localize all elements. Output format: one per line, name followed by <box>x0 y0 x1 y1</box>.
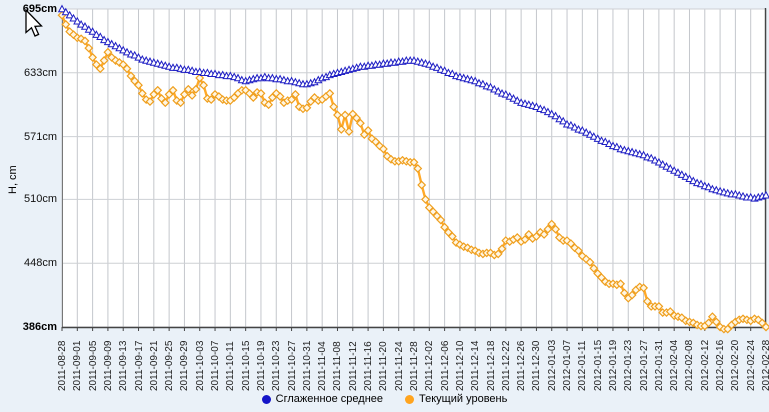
x-axis-tick-label: 2011-09-21 <box>148 340 160 391</box>
legend: Сглаженное среднее Текущий уровень <box>0 393 769 405</box>
x-axis-tick-label: 2012-01-23 <box>623 339 635 391</box>
x-axis-tick-label: 2012-01-27 <box>638 339 650 391</box>
legend-item-smoothed-average: Сглаженное среднее <box>261 393 384 405</box>
y-axis-title: H, cm <box>7 165 19 194</box>
x-axis-tick-label: 2012-02-20 <box>730 339 742 391</box>
x-axis-tick-label: 2011-11-08 <box>332 341 344 391</box>
x-axis-tick-label: 2011-11-28 <box>409 341 420 391</box>
y-axis-tick-label: 695cm <box>22 3 57 15</box>
mouse-cursor-icon <box>25 9 43 37</box>
x-axis-tick-label: 2011-09-29 <box>179 340 191 391</box>
x-axis-tick-label: 2011-11-24 <box>393 341 405 391</box>
x-axis-tick-label: 2011-10-23 <box>271 340 283 391</box>
x-axis-tick-label: 2011-12-26 <box>516 340 528 391</box>
x-axis-tick-label: 2012-02-24 <box>745 339 757 391</box>
x-axis-tick-label: 2012-01-19 <box>607 339 619 391</box>
x-axis-tick-label: 2011-09-13 <box>118 340 130 391</box>
x-axis-tick-label: 2011-10-07 <box>210 340 222 391</box>
x-axis-tick-label: 2012-01-31 <box>653 339 665 391</box>
x-axis-tick-label: 2011-09-05 <box>87 340 99 391</box>
chart-plot-area <box>57 4 769 334</box>
x-axis-tick-label: 2011-10-11 <box>225 341 237 391</box>
legend-label-smoothed-average: Сглаженное среднее <box>275 393 384 405</box>
x-axis-tick-label: 2012-01-11 <box>577 340 589 391</box>
legend-item-current-level: Текущий уровень <box>405 393 507 405</box>
x-axis-tick-label: 2011-11-04 <box>317 341 329 391</box>
x-axis-tick-label: 2011-10-03 <box>194 340 206 391</box>
legend-marker-smoothed-average-icon <box>261 394 271 404</box>
x-axis-tick-label: 2012-02-04 <box>669 339 681 391</box>
x-axis-tick-label: 2011-12-30 <box>531 340 543 391</box>
x-axis-tick-label: 2011-12-10 <box>454 340 466 391</box>
x-axis-tick-label: 2011-11-12 <box>347 341 359 391</box>
x-axis-tick-label: 2012-02-12 <box>699 339 711 391</box>
y-axis-tick-label: 510cm <box>23 193 57 206</box>
legend-label-current-level: Текущий уровень <box>419 393 508 405</box>
x-axis-tick-label: 2011-11-20 <box>378 341 390 391</box>
x-axis-tick-label: 2011-09-09 <box>102 340 114 391</box>
x-axis-tick-label: 2012-02-08 <box>684 339 696 391</box>
x-axis-tick-label: 2011-12-18 <box>485 340 497 391</box>
x-axis-tick-label: 2012-01-03 <box>546 339 558 391</box>
x-axis-tick-label: 2011-10-31 <box>301 340 313 391</box>
x-axis-tick-label: 2012-02-28 <box>761 339 769 391</box>
x-axis-tick-label: 2011-11-16 <box>363 341 375 391</box>
y-axis-tick-label: 571cm <box>23 130 57 143</box>
x-axis-tick-label: 2011-09-25 <box>164 340 176 391</box>
x-axis-tick-label: 2012-01-07 <box>562 339 574 391</box>
x-axis-tick-label: 2011-12-02 <box>424 340 436 391</box>
legend-marker-current-level-icon <box>405 394 415 404</box>
x-axis-tick-label: 2011-12-14 <box>470 340 482 391</box>
x-axis-tick-label: 2011-10-15 <box>240 340 252 391</box>
x-axis-tick-label: 2011-10-27 <box>286 340 298 391</box>
x-axis-tick-label: 2011-10-19 <box>255 340 267 391</box>
x-axis-tick-label: 2011-09-17 <box>133 340 145 391</box>
x-axis-tick-label: 2011-12-22 <box>500 340 512 391</box>
x-axis-tick-label: 2012-01-15 <box>592 339 604 391</box>
x-axis-tick-label: 2011-08-28 <box>57 340 68 391</box>
x-axis-tick-label: 2011-09-01 <box>72 340 84 391</box>
y-axis-tick-label: 386cm <box>22 321 57 333</box>
x-axis-tick-label: 2011-12-06 <box>439 340 451 391</box>
y-axis-tick-label: 633cm <box>23 66 57 79</box>
y-axis-tick-label: 448cm <box>23 257 57 270</box>
x-axis-tick-label: 2012-02-16 <box>715 339 727 391</box>
